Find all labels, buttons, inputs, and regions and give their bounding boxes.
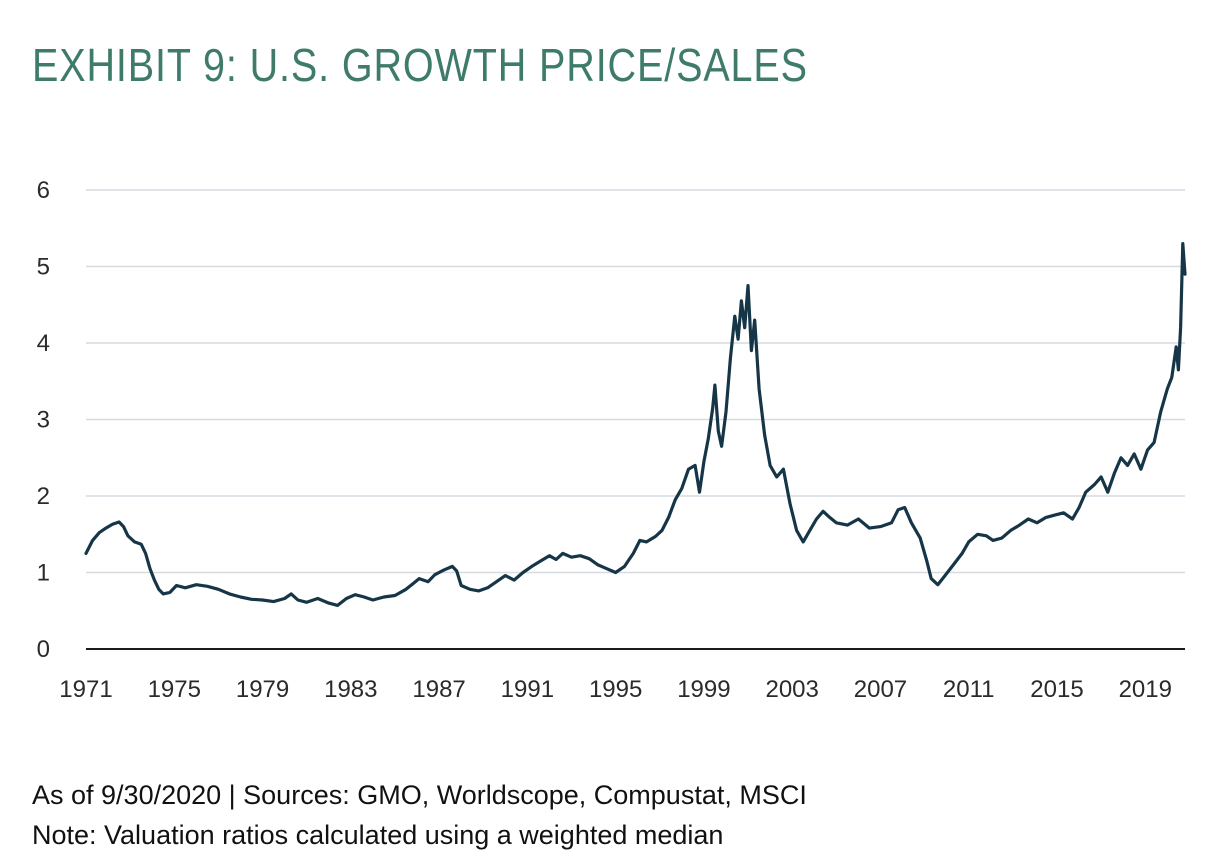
x-tick-label-1991: 1991 [501,676,554,703]
x-tick-label-1975: 1975 [148,676,201,703]
series-line-growth-price-sales [84,242,1187,607]
x-tick-label-1971: 1971 [59,676,112,703]
chart-title: EXHIBIT 9: U.S. GROWTH PRICE/SALES [32,39,808,91]
x-tick-label-2019: 2019 [1119,676,1172,703]
grid-lines [86,189,1185,574]
footer-sources: As of 9/30/2020 | Sources: GMO, Worldsco… [32,780,807,810]
x-axis-tick-labels: 1971 1975 1979 1983 1987 1991 1995 1999 2003 2007… [59,676,1172,703]
x-tick-label-1987: 1987 [412,676,465,703]
x-tick-label-2007: 2007 [854,676,907,703]
x-tick-label-2003: 2003 [765,676,818,703]
y-tick-label-5: 5 [37,254,50,281]
x-tick-label-1995: 1995 [589,676,642,703]
x-tick-label-1983: 1983 [324,676,377,703]
x-tick-label-2015: 2015 [1030,676,1083,703]
x-tick-label-1999: 1999 [677,676,730,703]
footer-note: Note: Valuation ratios calculated using … [32,820,724,850]
y-tick-label-0: 0 [37,636,50,663]
x-tick-label-1979: 1979 [236,676,289,703]
y-tick-label-2: 2 [37,483,50,510]
y-tick-label-6: 6 [37,177,50,204]
y-tick-label-1: 1 [37,560,50,587]
y-tick-label-4: 4 [37,330,50,357]
x-tick-label-2011: 2011 [943,676,995,703]
y-axis-tick-labels: 0 1 2 3 4 5 6 [37,177,50,663]
y-tick-label-3: 3 [37,407,50,434]
